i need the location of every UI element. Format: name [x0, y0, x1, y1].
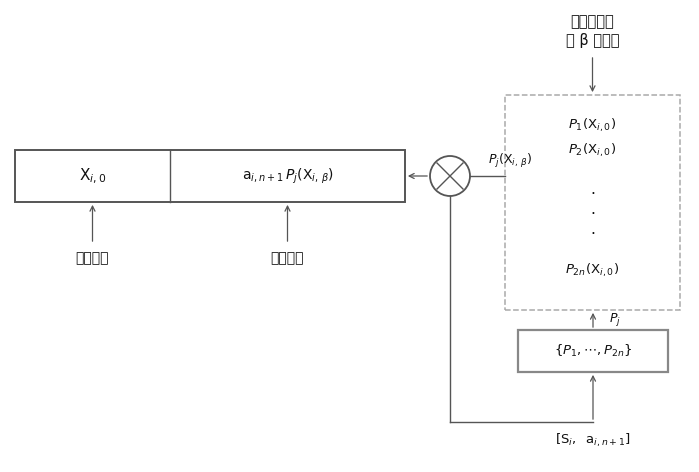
- Bar: [15, 150, 405, 202]
- Text: 参考序列: 参考序列: [75, 251, 109, 265]
- Text: $P_{2n}(\mathrm{X}_{i,0})$: $P_{2n}(\mathrm{X}_{i,0})$: [565, 261, 619, 278]
- Bar: [518, 330, 668, 372]
- Text: $P_j$: $P_j$: [609, 312, 621, 329]
- Text: $\mathrm{X}_{i,0}$: $\mathrm{X}_{i,0}$: [79, 166, 106, 185]
- Text: .: .: [590, 202, 595, 218]
- Text: 信息序列: 信息序列: [271, 251, 304, 265]
- Text: .: .: [590, 183, 595, 197]
- Text: $P_1(\mathrm{X}_{i,0})$: $P_1(\mathrm{X}_{i,0})$: [568, 116, 617, 134]
- Text: $P_2(\mathrm{X}_{i,0})$: $P_2(\mathrm{X}_{i,0})$: [568, 141, 617, 159]
- Text: 时 β 个样本: 时 β 个样本: [565, 33, 619, 48]
- Text: .: .: [590, 222, 595, 237]
- Text: $[\mathrm{S}_{i},\;\;\mathrm{a}_{i,n+1}]$: $[\mathrm{S}_{i},\;\;\mathrm{a}_{i,n+1}]…: [555, 431, 631, 449]
- Text: 排列以及延: 排列以及延: [570, 15, 614, 29]
- Text: $\{P_1,\cdots,P_{2n}\}$: $\{P_1,\cdots,P_{2n}\}$: [554, 343, 633, 359]
- Bar: [505, 95, 680, 310]
- Text: $\mathrm{a}_{i,n+1}\,P_j(\mathrm{X}_{i,\,\beta})$: $\mathrm{a}_{i,n+1}\,P_j(\mathrm{X}_{i,\…: [242, 166, 333, 185]
- Text: $P_j(\mathrm{X}_{i,\,\beta})$: $P_j(\mathrm{X}_{i,\,\beta})$: [488, 152, 532, 170]
